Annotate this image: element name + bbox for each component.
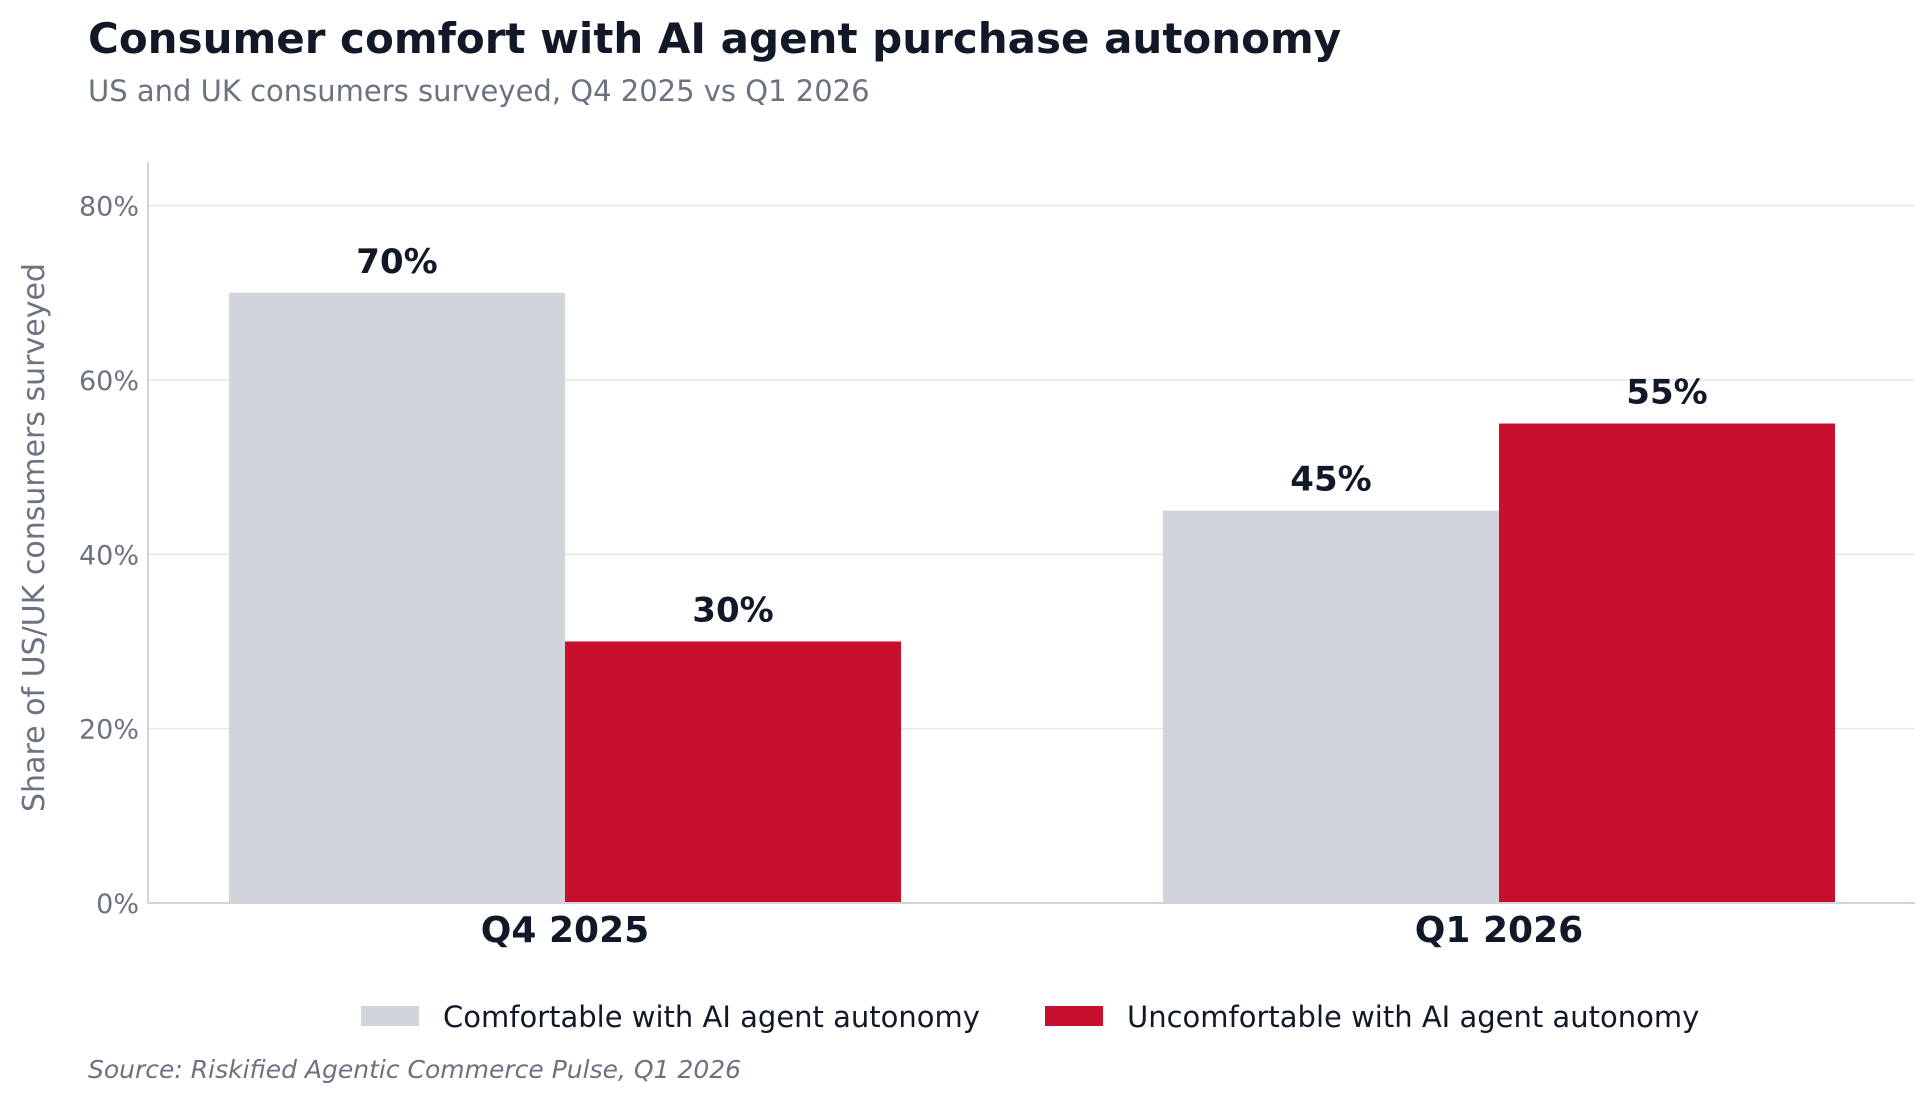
y-tick-label: 40% (79, 540, 139, 571)
data-label: 55% (1626, 373, 1707, 413)
y-axis-label: Share of US/UK consumers surveyed (17, 263, 52, 812)
bar-comfortable-q4-2025 (229, 292, 565, 903)
data-label: 45% (1290, 460, 1371, 500)
y-tick-label: 80% (79, 192, 139, 223)
y-tick-label: 20% (79, 715, 139, 746)
legend-label-uncomfortable: Uncomfortable with AI agent autonomy (1127, 1000, 1699, 1034)
x-tick-label: Q4 2025 (481, 910, 649, 951)
chart-source: Source: Riskified Agentic Commerce Pulse… (88, 1055, 742, 1084)
y-tick-label: 0% (96, 889, 139, 920)
legend-label-comfortable: Comfortable with AI agent autonomy (443, 1000, 980, 1034)
legend-swatch-uncomfortable (1045, 1006, 1103, 1026)
bar-comfortable-q1-2026 (1163, 510, 1499, 903)
data-label: 70% (356, 242, 437, 282)
chart-subtitle: US and UK consumers surveyed, Q4 2025 vs… (88, 74, 870, 108)
legend-swatch-comfortable (361, 1006, 419, 1026)
bar-uncomfortable-q4-2025 (565, 641, 901, 903)
chart-title: Consumer comfort with AI agent purchase … (88, 14, 1342, 63)
data-label: 30% (692, 590, 773, 630)
bar-uncomfortable-q1-2026 (1499, 423, 1835, 903)
x-tick-label: Q1 2026 (1415, 910, 1583, 951)
y-tick-label: 60% (79, 366, 139, 397)
